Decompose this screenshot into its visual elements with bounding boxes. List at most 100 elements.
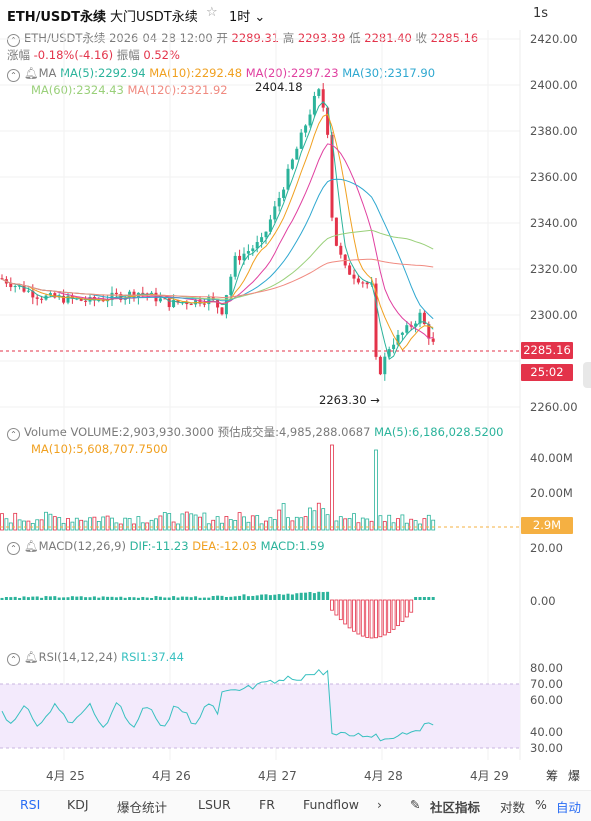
macd-bar <box>136 597 140 600</box>
macd-bar <box>414 597 418 600</box>
tab-lsur[interactable]: LSUR <box>198 797 231 812</box>
countdown-tag: 25:02 <box>521 364 573 381</box>
volume-bar <box>374 449 378 531</box>
collapse-chevron-icon[interactable]: ⌃ <box>7 69 20 82</box>
macd-bar <box>141 596 145 600</box>
candle-body <box>431 338 435 342</box>
candle-body <box>427 324 431 339</box>
candle-body <box>374 283 378 357</box>
candle-body <box>132 291 136 298</box>
volume-tick: 20.00M <box>530 486 573 500</box>
symbol-title[interactable]: ETH/USDT永续 <box>7 10 106 25</box>
volume-bar <box>74 517 79 531</box>
macd-bar <box>295 593 299 600</box>
candle-body <box>202 303 206 305</box>
time-tick: 4月 29 <box>470 769 509 783</box>
candle-body <box>0 278 4 280</box>
chart-canvas[interactable] <box>0 0 591 790</box>
community-indicators-button[interactable]: 社区指标 <box>430 800 481 815</box>
volume-bar <box>215 516 220 531</box>
tab-more-chevron[interactable]: › <box>377 797 382 812</box>
change-label: 涨幅 <box>7 48 30 62</box>
log-scale-toggle[interactable]: 对数 <box>500 800 526 815</box>
high-label: 高 <box>282 31 295 45</box>
candle-body <box>260 237 264 243</box>
candle-body <box>317 89 321 96</box>
macd-bar <box>238 595 242 600</box>
collapse-chevron-icon[interactable]: ⌃ <box>7 428 20 441</box>
price-tick: 2260.00 <box>530 400 578 414</box>
candle-body <box>110 292 114 301</box>
volume-bar <box>356 522 361 531</box>
macd-bar <box>128 597 132 600</box>
macd-bar <box>202 597 206 600</box>
macd-bar <box>62 597 66 600</box>
candle-body <box>396 334 400 345</box>
macd-bar <box>167 597 171 600</box>
candle-body <box>321 89 325 108</box>
volume-bar <box>426 514 431 531</box>
volume-bar <box>264 520 268 531</box>
volume-bars <box>0 444 436 531</box>
candle-body <box>242 253 246 261</box>
candle-body <box>299 132 303 149</box>
edit-icon[interactable]: ✎ <box>410 797 421 812</box>
macd-bar <box>154 596 158 600</box>
candle-body <box>18 285 22 287</box>
volume-bar <box>343 518 348 531</box>
amplitude-label: 振幅 <box>116 48 140 62</box>
volume-bar <box>250 515 255 531</box>
collapse-chevron-icon[interactable]: ⌃ <box>7 653 20 666</box>
tab-rsi[interactable]: RSI <box>20 797 41 812</box>
candle-body <box>233 255 237 277</box>
chips-button[interactable]: 筹 <box>546 769 559 783</box>
candle-body <box>352 274 356 279</box>
collapse-chevron-icon[interactable]: ⌃ <box>7 542 20 555</box>
volume-bar <box>189 513 194 531</box>
percent-toggle[interactable]: % <box>535 797 547 812</box>
interval-selector[interactable]: 1时 ⌄ <box>229 6 265 25</box>
tab-kdj[interactable]: KDJ <box>67 797 89 812</box>
macd-bar <box>326 591 330 600</box>
side-expand-handle[interactable] <box>583 362 591 388</box>
tab-fr[interactable]: FR <box>259 797 275 812</box>
candle-body <box>22 285 26 292</box>
liquidation-button[interactable]: 爆 <box>568 769 581 783</box>
macd-bar <box>242 594 246 600</box>
ohlc-time: 2026-04-28 12:00 <box>109 31 213 45</box>
collapse-chevron-icon[interactable]: ⌃ <box>7 34 20 47</box>
volume-bar <box>242 516 246 531</box>
volume-bar <box>57 517 62 531</box>
tab-fundflow[interactable]: Fundflow <box>303 797 360 812</box>
bell-icon[interactable]: 🔔︎ <box>24 650 39 664</box>
macd-bar <box>92 596 96 600</box>
volume-bar <box>330 444 334 531</box>
tab-liquidation-stats[interactable]: 爆仓统计 <box>117 800 168 815</box>
macd-bar <box>40 597 44 600</box>
volume-estimate: 预估成交量:4,985,288.0687 <box>217 425 371 439</box>
candle-body <box>84 300 88 302</box>
candle-body <box>185 302 189 305</box>
favorite-star-icon[interactable]: ☆ <box>206 5 218 20</box>
price-tick: 2380.00 <box>530 124 578 138</box>
bell-icon[interactable]: 🔔︎ <box>24 539 39 553</box>
candle-body <box>361 282 365 284</box>
macd-bar <box>57 597 61 600</box>
bell-icon[interactable]: 🔔︎ <box>24 66 39 80</box>
candle-body <box>414 323 418 327</box>
candle-body <box>330 134 334 218</box>
macd-bar <box>299 592 303 600</box>
macd-tick: 0.00 <box>530 594 556 608</box>
refresh-rate-button[interactable]: 1s <box>533 6 549 21</box>
candle-body <box>251 248 255 252</box>
volume-ma5: MA(5):6,186,028.5200 <box>374 425 504 439</box>
open-value: 2289.31 <box>231 31 280 45</box>
macd-bar <box>365 599 370 638</box>
macd-bar <box>176 597 180 600</box>
amplitude-value: 0.52% <box>143 48 180 62</box>
ohlc-row: ⌃ ETH/USDT永续 2026-04-28 12:00 开 2289.31 高… <box>7 30 478 47</box>
macd-bar <box>268 595 272 600</box>
auto-scale-toggle[interactable]: 自动 <box>556 800 582 815</box>
macd-bar <box>264 594 268 600</box>
volume-bar <box>167 513 172 531</box>
